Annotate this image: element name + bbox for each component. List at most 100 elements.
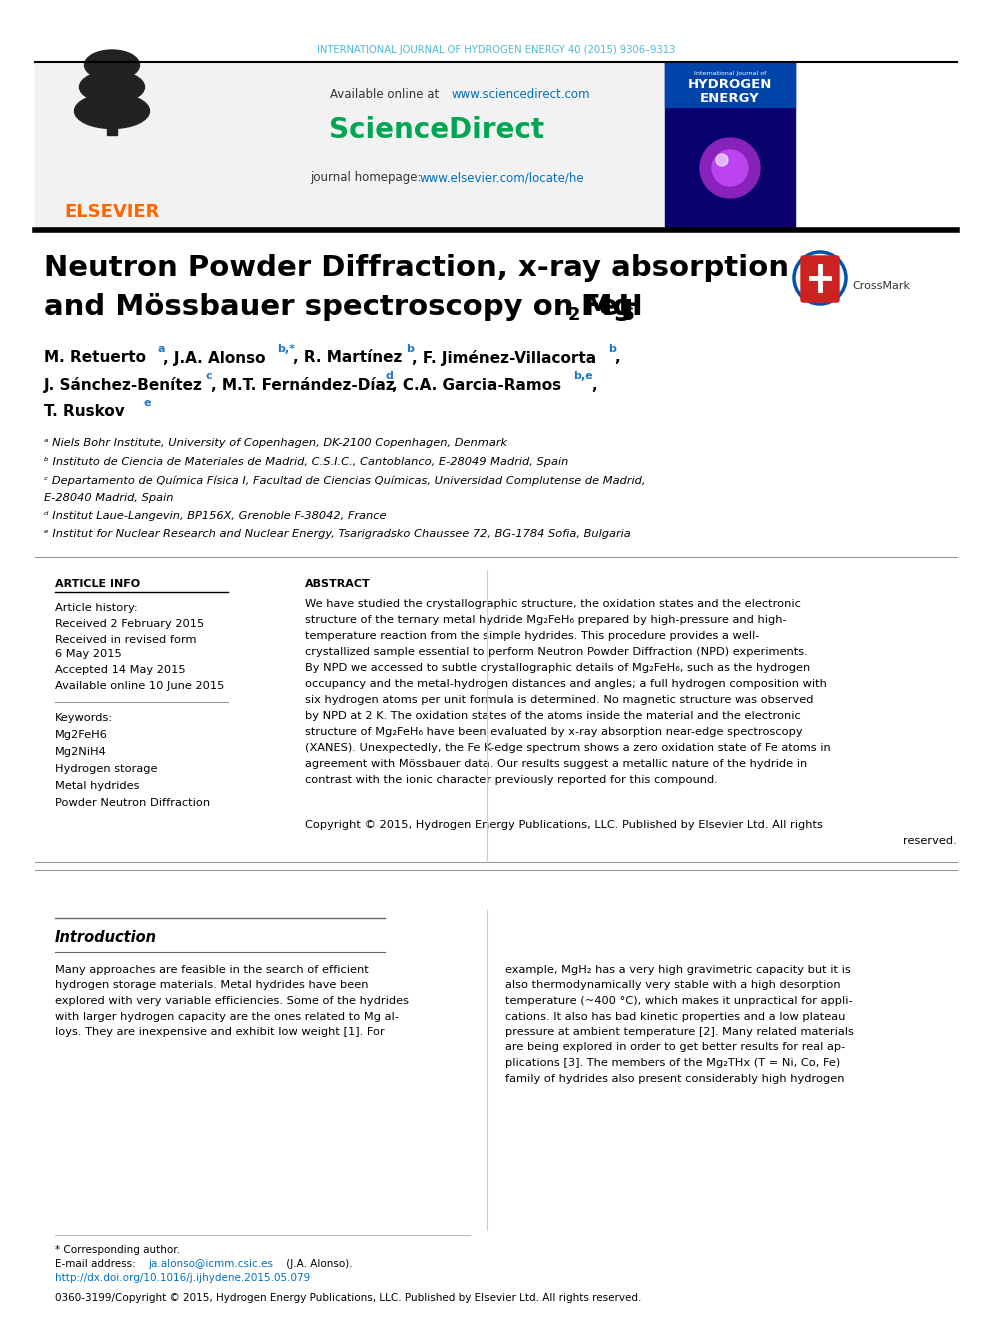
Text: ᵉ Institut for Nuclear Research and Nuclear Energy, Tsarigradsko Chaussee 72, BG: ᵉ Institut for Nuclear Research and Nucl…	[44, 529, 631, 538]
Ellipse shape	[84, 50, 140, 79]
Text: occupancy and the metal-hydrogen distances and angles; a full hydrogen compositi: occupancy and the metal-hydrogen distanc…	[305, 679, 827, 689]
Text: ScienceDirect: ScienceDirect	[329, 116, 545, 144]
Bar	[35, 62, 213, 230]
Text: structure of Mg₂FeH₆ have been evaluated by x-ray absorption near-edge spectrosc: structure of Mg₂FeH₆ have been evaluated…	[305, 728, 803, 737]
Text: www.sciencedirect.com: www.sciencedirect.com	[452, 89, 590, 102]
Text: , R. Martínez: , R. Martínez	[293, 351, 403, 365]
Text: www.elsevier.com/locate/he: www.elsevier.com/locate/he	[420, 172, 584, 184]
Text: plications [3]. The members of the Mg₂THx (T = Ni, Co, Fe): plications [3]. The members of the Mg₂TH…	[505, 1058, 840, 1068]
Text: Accepted 14 May 2015: Accepted 14 May 2015	[55, 665, 186, 675]
Text: ᵇ Instituto de Ciencia de Materiales de Madrid, C.S.I.C., Cantoblanco, E-28049 M: ᵇ Instituto de Ciencia de Materiales de …	[44, 456, 568, 467]
Text: ,: ,	[591, 377, 596, 393]
Text: a: a	[157, 344, 165, 355]
Text: 6 May 2015: 6 May 2015	[55, 650, 122, 659]
Text: reserved.: reserved.	[904, 836, 957, 845]
Text: , M.T. Fernández-Díaz: , M.T. Fernández-Díaz	[211, 377, 395, 393]
Text: with larger hydrogen capacity are the ones related to Mg al-: with larger hydrogen capacity are the on…	[55, 1012, 399, 1021]
Text: Copyright © 2015, Hydrogen Energy Publications, LLC. Published by Elsevier Ltd. : Copyright © 2015, Hydrogen Energy Public…	[305, 820, 823, 830]
Text: ARTICLE INFO: ARTICLE INFO	[55, 579, 140, 589]
FancyBboxPatch shape	[801, 255, 839, 302]
Circle shape	[712, 149, 748, 187]
Text: * Corresponding author.: * Corresponding author.	[55, 1245, 180, 1256]
Bar	[665, 62, 795, 107]
Text: E-mail address:: E-mail address:	[55, 1259, 139, 1269]
Text: also thermodynamically very stable with a high desorption: also thermodynamically very stable with …	[505, 980, 840, 991]
Bar	[665, 62, 795, 230]
Text: M. Retuerto: M. Retuerto	[44, 351, 146, 365]
Text: , J.A. Alonso: , J.A. Alonso	[163, 351, 266, 365]
Text: hydrogen storage materials. Metal hydrides have been: hydrogen storage materials. Metal hydrid…	[55, 980, 368, 991]
Text: by NPD at 2 K. The oxidation states of the atoms inside the material and the ele: by NPD at 2 K. The oxidation states of t…	[305, 710, 801, 721]
Text: and Mössbauer spectroscopy on Mg: and Mössbauer spectroscopy on Mg	[44, 292, 634, 321]
Text: , C.A. Garcia-Ramos: , C.A. Garcia-Ramos	[392, 377, 561, 393]
Text: b,*: b,*	[277, 344, 295, 355]
Text: ᵃ Niels Bohr Institute, University of Copenhagen, DK-2100 Copenhagen, Denmark: ᵃ Niels Bohr Institute, University of Co…	[44, 438, 507, 448]
Text: ᶜ Departamento de Química Física I, Facultad de Ciencias Químicas, Universidad C: ᶜ Departamento de Química Física I, Facu…	[44, 476, 646, 487]
Text: contrast with the ionic character previously reported for this compound.: contrast with the ionic character previo…	[305, 775, 718, 785]
Text: International Journal of: International Journal of	[693, 70, 766, 75]
Text: example, MgH₂ has a very high gravimetric capacity but it is: example, MgH₂ has a very high gravimetri…	[505, 964, 851, 975]
Text: b: b	[406, 344, 414, 355]
Text: ᵈ Institut Laue-Langevin, BP156X, Grenoble F-38042, France: ᵈ Institut Laue-Langevin, BP156X, Grenob…	[44, 511, 387, 521]
Text: Mg2FeH6: Mg2FeH6	[55, 730, 108, 740]
Text: (XANES). Unexpectedly, the Fe K-edge spectrum shows a zero oxidation state of Fe: (XANES). Unexpectedly, the Fe K-edge spe…	[305, 744, 830, 753]
Text: Many approaches are feasible in the search of efficient: Many approaches are feasible in the sear…	[55, 964, 369, 975]
Text: e: e	[143, 398, 151, 407]
Text: Received 2 February 2015: Received 2 February 2015	[55, 619, 204, 628]
Circle shape	[700, 138, 760, 198]
Text: Metal hydrides: Metal hydrides	[55, 781, 140, 791]
Text: By NPD we accessed to subtle crystallographic details of Mg₂FeH₆, such as the hy: By NPD we accessed to subtle crystallogr…	[305, 663, 810, 673]
Text: (J.A. Alonso).: (J.A. Alonso).	[283, 1259, 352, 1269]
Text: explored with very variable efficiencies. Some of the hydrides: explored with very variable efficiencies…	[55, 996, 409, 1005]
Text: pressure at ambient temperature [2]. Many related materials: pressure at ambient temperature [2]. Man…	[505, 1027, 854, 1037]
Text: b,e: b,e	[573, 370, 592, 381]
Ellipse shape	[79, 71, 145, 103]
Text: , F. Jiménez-Villacorta: , F. Jiménez-Villacorta	[412, 351, 596, 366]
Text: ja.alonso@icmm.csic.es: ja.alonso@icmm.csic.es	[148, 1259, 273, 1269]
Text: six hydrogen atoms per unit formula is determined. No magnetic structure was obs: six hydrogen atoms per unit formula is d…	[305, 695, 813, 705]
Text: 0360-3199/Copyright © 2015, Hydrogen Energy Publications, LLC. Published by Else: 0360-3199/Copyright © 2015, Hydrogen Ene…	[55, 1293, 642, 1303]
Text: cations. It also has bad kinetic properties and a low plateau: cations. It also has bad kinetic propert…	[505, 1012, 845, 1021]
Text: INTERNATIONAL JOURNAL OF HYDROGEN ENERGY 40 (2015) 9306–9313: INTERNATIONAL JOURNAL OF HYDROGEN ENERGY…	[316, 45, 676, 56]
Text: agreement with Mössbauer data. Our results suggest a metallic nature of the hydr: agreement with Mössbauer data. Our resul…	[305, 759, 807, 769]
Text: Available online 10 June 2015: Available online 10 June 2015	[55, 681, 224, 691]
Text: ELSEVIER: ELSEVIER	[64, 202, 160, 221]
Text: http://dx.doi.org/10.1016/j.ijhydene.2015.05.079: http://dx.doi.org/10.1016/j.ijhydene.201…	[55, 1273, 310, 1283]
Text: ,: ,	[614, 351, 620, 365]
Text: 2: 2	[568, 306, 580, 324]
Text: 6: 6	[622, 306, 635, 324]
Text: E-28040 Madrid, Spain: E-28040 Madrid, Spain	[44, 493, 174, 503]
Text: family of hydrides also present considerably high hydrogen: family of hydrides also present consider…	[505, 1073, 844, 1084]
Text: We have studied the crystallographic structure, the oxidation states and the ele: We have studied the crystallographic str…	[305, 599, 801, 609]
Text: Neutron Powder Diffraction, x-ray absorption: Neutron Powder Diffraction, x-ray absorp…	[44, 254, 789, 282]
Text: Powder Neutron Diffraction: Powder Neutron Diffraction	[55, 798, 210, 808]
Text: structure of the ternary metal hydride Mg₂FeH₆ prepared by high-pressure and hig: structure of the ternary metal hydride M…	[305, 615, 787, 624]
Text: d: d	[385, 370, 393, 381]
Text: are being explored in order to get better results for real ap-: are being explored in order to get bette…	[505, 1043, 845, 1053]
Bar	[213, 62, 665, 230]
Text: temperature (~400 °C), which makes it unpractical for appli-: temperature (~400 °C), which makes it un…	[505, 996, 853, 1005]
Text: FeH: FeH	[580, 292, 643, 321]
Text: Mg2NiH4: Mg2NiH4	[55, 747, 107, 757]
Text: CrossMark: CrossMark	[852, 280, 910, 291]
Circle shape	[716, 153, 728, 165]
Text: ABSTRACT: ABSTRACT	[305, 579, 371, 589]
Text: loys. They are inexpensive and exhibit low weight [1]. For: loys. They are inexpensive and exhibit l…	[55, 1027, 385, 1037]
Text: HYDROGEN: HYDROGEN	[687, 78, 772, 91]
Bar	[107, 112, 117, 135]
Text: Introduction: Introduction	[55, 930, 157, 946]
Text: Available online at: Available online at	[330, 89, 443, 102]
Text: c: c	[205, 370, 211, 381]
Text: Hydrogen storage: Hydrogen storage	[55, 763, 158, 774]
Text: Keywords:: Keywords:	[55, 713, 113, 722]
Text: b: b	[608, 344, 616, 355]
Text: ENERGY: ENERGY	[700, 91, 760, 105]
Text: Article history:: Article history:	[55, 603, 138, 613]
Text: journal homepage:: journal homepage:	[310, 172, 426, 184]
Ellipse shape	[74, 94, 150, 128]
Text: crystallized sample essential to perform Neutron Powder Diffraction (NPD) experi: crystallized sample essential to perform…	[305, 647, 807, 658]
Bar	[35, 62, 665, 230]
Text: Received in revised form: Received in revised form	[55, 635, 196, 646]
Text: J. Sánchez-Benítez: J. Sánchez-Benítez	[44, 377, 203, 393]
Text: T. Ruskov: T. Ruskov	[44, 405, 125, 419]
